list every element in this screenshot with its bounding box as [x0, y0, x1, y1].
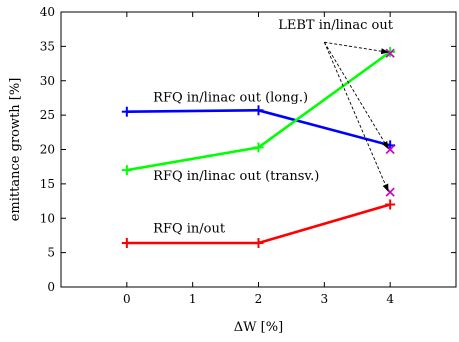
x-tick-label: 3: [321, 292, 329, 306]
series-2-point: [121, 238, 132, 248]
series-0-point: [253, 105, 264, 116]
y-tick-label: 40: [40, 5, 55, 19]
x-tick-label: 4: [386, 292, 394, 306]
series-1-point: [121, 165, 132, 176]
series-1-point: [253, 142, 264, 153]
annotation-label: RFQ in/linac out (long.): [153, 90, 308, 105]
series-line-0: [126, 109, 391, 147]
x-tick-label: 2: [255, 292, 263, 306]
y-tick-label: 30: [40, 74, 55, 88]
y-tick-label: 25: [40, 108, 55, 122]
y-tick-label: 0: [47, 280, 55, 294]
series-0-point: [121, 106, 132, 117]
series-2-point: [253, 238, 264, 248]
y-tick-label: 10: [40, 211, 55, 225]
y-tick-label: 35: [40, 39, 55, 53]
annotation-arrow: [323, 42, 389, 193]
series-layer: [121, 46, 396, 248]
y-tick-label: 20: [40, 143, 55, 157]
annotation-arrow: [324, 41, 390, 55]
annotation-arrow: [323, 42, 389, 150]
y-tick-label: 15: [40, 177, 55, 191]
y-axis-title: emittance growth [%]: [8, 78, 23, 222]
x-tick-label: 1: [189, 292, 197, 306]
annotation-label: RFQ in/out: [153, 222, 226, 237]
annotation-label: LEBT in/linac out: [278, 18, 393, 33]
series-2-point: [385, 199, 396, 210]
annotation-label: RFQ in/linac out (transv.): [153, 169, 319, 184]
x-axis-title: ΔW [%]: [234, 320, 283, 335]
y-tick-label: 5: [47, 246, 55, 260]
x-tick-label: 0: [123, 292, 131, 306]
arrows-layer: [323, 41, 390, 193]
ticks: 0 5 10 15 20 25 30 35 40 0 1 2 3 4: [40, 5, 456, 306]
annotation-layer: RFQ in/linac out (long.) RFQ in/linac out…: [153, 18, 394, 237]
